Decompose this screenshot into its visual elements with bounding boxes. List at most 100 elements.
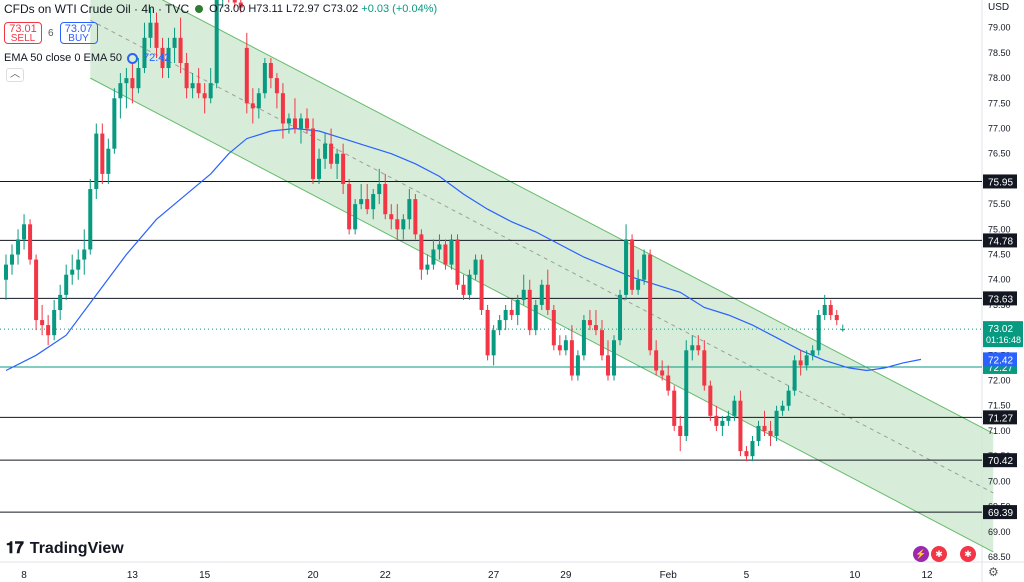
candle-body-68	[413, 199, 418, 235]
candle-body-48	[292, 118, 297, 129]
candle-body-113	[684, 350, 689, 436]
candle-body-119	[720, 420, 725, 426]
candle-body-12	[76, 259, 81, 270]
level-label-0: 75.95	[988, 177, 1013, 188]
y-tick-label-7: 72.00	[988, 376, 1011, 386]
candle-body-3	[22, 224, 27, 240]
candle-body-121	[732, 400, 737, 416]
y-tick-label-18: 77.50	[988, 98, 1011, 108]
level-label-1: 74.78	[988, 236, 1013, 247]
candle-body-120	[726, 415, 731, 421]
sell-button[interactable]: 73.01 SELL	[4, 22, 42, 44]
candle-body-2	[16, 239, 21, 255]
candle-body-103	[624, 239, 629, 295]
candle-body-26	[160, 47, 165, 69]
candle-body-132	[798, 360, 803, 366]
candle-body-100	[606, 355, 610, 376]
y-tick-label-1: 69.00	[988, 527, 1011, 537]
candle-body-98	[593, 325, 598, 331]
x-tick-label-5: 27	[488, 570, 500, 581]
last-price-label: 73.02	[988, 324, 1013, 335]
loading-icon	[127, 52, 139, 64]
candle-body-55	[335, 153, 340, 164]
candle-body-31	[190, 83, 195, 89]
candle-body-118	[714, 415, 719, 426]
x-tick-label-4: 22	[380, 570, 392, 581]
candle-body-93	[563, 340, 568, 351]
candle-body-54	[329, 143, 334, 164]
ema-axis-label: 72.42	[988, 355, 1013, 366]
candle-body-47	[286, 118, 291, 124]
candle-body-106	[642, 254, 647, 280]
candle-body-122	[738, 400, 743, 452]
candle-body-51	[311, 128, 316, 179]
level-label-6: 69.39	[988, 508, 1013, 519]
candle-body-9	[58, 294, 63, 310]
candle-body-97	[587, 320, 592, 326]
candle-body-123	[744, 451, 749, 457]
candle-body-13	[82, 249, 87, 260]
settings-gear-icon[interactable]: ⚙	[988, 565, 999, 579]
tradingview-logo-icon: 𝟏𝟕	[6, 540, 24, 557]
indicator-legend[interactable]: EMA 50 close 0 EMA 50 72.42	[4, 52, 171, 64]
level-label-4: 71.27	[988, 413, 1013, 424]
candle-body-82	[497, 320, 502, 331]
candle-body-84	[509, 309, 514, 316]
candle-body-14	[88, 189, 93, 250]
us-flag-icon-2[interactable]: ✱	[960, 546, 976, 562]
channel-lower-line	[90, 77, 994, 553]
candle-body-114	[690, 345, 695, 351]
candle-body-45	[274, 78, 279, 94]
candle-body-115	[696, 345, 701, 351]
x-tick-label-10: 12	[921, 570, 933, 581]
collapse-legend-icon[interactable]: ︿	[6, 68, 24, 82]
level-label-2: 73.63	[988, 294, 1013, 305]
candle-body-79	[479, 259, 484, 310]
buy-button[interactable]: 73.07 BUY	[59, 22, 98, 44]
x-tick-label-6: 29	[560, 570, 572, 581]
change-value: +0.03 (+0.04%)	[361, 3, 438, 15]
x-tick-label-1: 13	[127, 570, 139, 581]
candle-body-133	[804, 355, 809, 366]
candle-body-76	[461, 284, 466, 295]
candle-body-18	[112, 98, 117, 149]
candle-body-33	[202, 93, 207, 99]
candle-body-129	[780, 405, 785, 411]
candle-body-108	[654, 350, 659, 371]
candle-body-66	[401, 219, 406, 230]
x-tick-label-9: 10	[849, 570, 861, 581]
channel-mid-line	[90, 19, 994, 494]
y-tick-label-3: 70.00	[988, 476, 1011, 486]
candle-body-38	[232, 0, 237, 3]
candle-body-94	[569, 340, 574, 376]
us-flag-icon[interactable]: ✱	[931, 546, 947, 562]
candle-body-53	[323, 143, 328, 159]
tradingview-logo[interactable]: 𝟏𝟕 TradingView	[6, 540, 124, 558]
candle-body-81	[491, 330, 496, 356]
y-tick-label-20: 78.50	[988, 48, 1011, 58]
candle-body-67	[407, 199, 412, 220]
candle-body-105	[636, 279, 641, 290]
x-tick-label-8: 5	[744, 570, 750, 581]
candle-body-7	[46, 325, 51, 336]
candle-body-127	[768, 430, 773, 436]
candle-body-72	[437, 244, 442, 250]
candle-body-96	[581, 320, 586, 356]
x-tick-label-2: 15	[199, 570, 211, 581]
candle-body-43	[262, 63, 267, 94]
lightning-icon[interactable]: ⚡	[913, 546, 929, 562]
candle-body-57	[347, 183, 352, 230]
candle-body-104	[630, 239, 635, 290]
symbol-title[interactable]: CFDs on WTI Crude Oil · 4h · TVC	[4, 2, 190, 16]
candle-body-136	[822, 304, 827, 316]
currency-label[interactable]: USD	[988, 2, 1010, 13]
level-label-bg-1	[983, 233, 1017, 248]
y-tick-label-5: 71.00	[988, 426, 1011, 436]
candle-body-83	[503, 309, 508, 321]
candle-body-125	[756, 425, 761, 442]
y-tick-label-14: 75.50	[988, 199, 1011, 209]
x-tick-label-7: Feb	[660, 570, 678, 581]
candle-body-71	[431, 249, 436, 265]
low-value: L72.97	[286, 3, 320, 15]
